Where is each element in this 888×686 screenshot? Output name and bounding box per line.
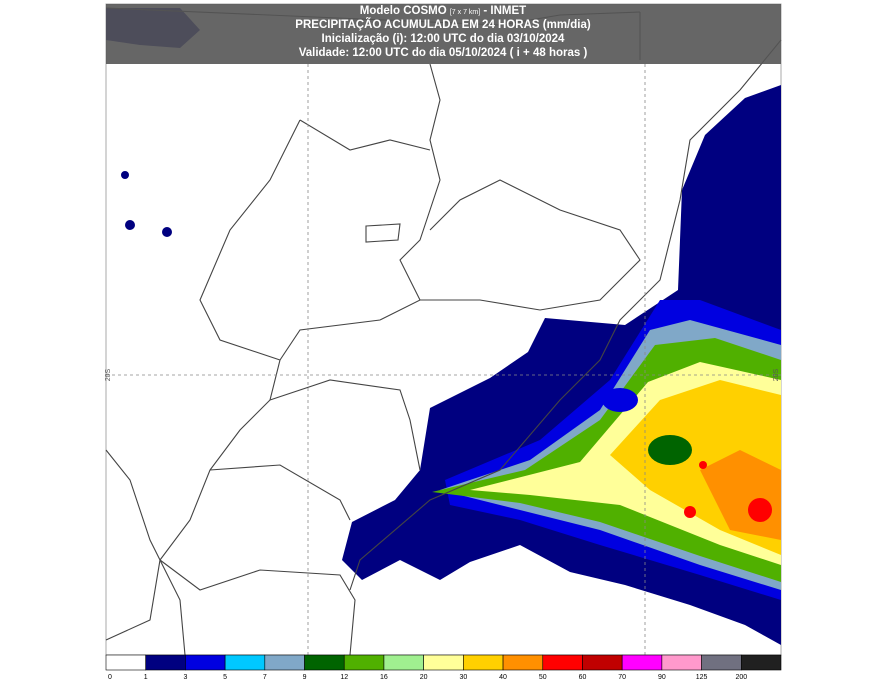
legend-swatch [105, 654, 147, 671]
legend-swatch [502, 654, 544, 671]
grid-label: 20S [105, 368, 112, 381]
legend-label: 5 [223, 674, 227, 681]
legend-swatch [740, 654, 782, 671]
legend-label: 60 [579, 674, 587, 681]
legend-swatch [582, 654, 623, 671]
legend-label: 9 [303, 674, 307, 681]
graticule [106, 64, 781, 655]
header-valid: Validade: 12:00 UTC do dia 05/10/2024 ( … [299, 47, 588, 59]
legend-swatch [701, 654, 742, 671]
legend-swatch [661, 654, 702, 671]
legend-label: 50 [539, 674, 547, 681]
precipitation-field [106, 8, 781, 645]
legend-swatch [264, 654, 305, 671]
legend-label: 16 [380, 674, 388, 681]
header-line: Modelo COSMO [7 x 7 km] - INMET [360, 5, 526, 17]
legend-swatch [185, 654, 226, 671]
legend-label: 20 [420, 674, 428, 681]
grid-label: 20S [773, 368, 780, 381]
legend-swatch [383, 654, 424, 671]
legend-label: 7 [263, 674, 267, 681]
legend-swatch [304, 654, 345, 671]
legend-swatch [542, 654, 583, 671]
legend-swatch [224, 654, 266, 671]
legend-swatch [145, 654, 186, 671]
source: - INMET [483, 5, 526, 17]
header-title: PRECIPITAÇÃO ACUMULADA EM 24 HORAS (mm/d… [295, 18, 591, 31]
header-init: Inicialização (i): 12:00 UTC do dia 03/1… [322, 33, 565, 45]
legend-label: 125 [696, 674, 708, 681]
legend-swatch [621, 654, 663, 671]
legend-label: 12 [340, 674, 348, 681]
header-band [106, 4, 781, 64]
legend-label: 0 [108, 674, 112, 681]
legend-label: 1 [144, 674, 148, 681]
legend-label: 3 [183, 674, 187, 681]
resolution: [7 x 7 km] [450, 9, 480, 16]
legend-label: 40 [499, 674, 507, 681]
legend-swatch [343, 654, 385, 671]
legend-swatch [463, 654, 504, 671]
legend: 0 1 3 5 7 9 12 16 20 30 40 50 60 70 90 125 200 [105, 654, 782, 681]
legend-label: 90 [658, 674, 666, 681]
legend-label: 200 [735, 674, 747, 681]
legend-swatch [423, 654, 464, 671]
legend-label: 70 [618, 674, 626, 681]
model: Modelo COSMO [360, 5, 447, 17]
legend-label: 30 [459, 674, 467, 681]
